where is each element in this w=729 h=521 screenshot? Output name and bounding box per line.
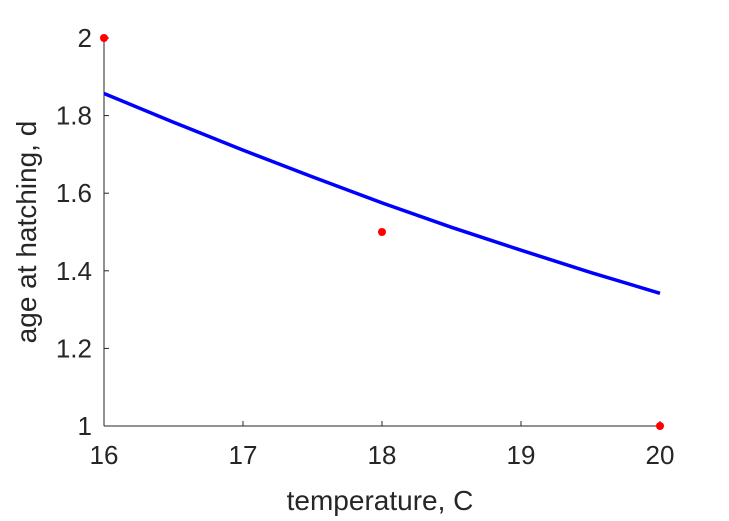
data-point	[656, 422, 664, 430]
y-tick-label: 1	[78, 411, 92, 441]
x-tick-label: 18	[368, 440, 397, 470]
y-tick-label: 2	[78, 23, 92, 53]
x-tick-label: 20	[646, 440, 675, 470]
y-tick-label: 1.8	[56, 101, 92, 131]
x-tick-label: 17	[229, 440, 258, 470]
data-point	[378, 228, 386, 236]
y-tick-label: 1.2	[56, 333, 92, 363]
data-point	[100, 34, 108, 42]
plot-area	[100, 34, 664, 430]
y-ticks: 1 1.2 1.4 1.6 1.8 2	[56, 23, 109, 441]
y-tick-label: 1.6	[56, 178, 92, 208]
x-axis-label: temperature, C	[287, 485, 474, 516]
x-tick-label: 16	[90, 440, 119, 470]
x-ticks: 16 17 18 19 20	[90, 421, 675, 470]
y-axis-label: age at hatching, d	[11, 121, 42, 344]
x-tick-label: 19	[507, 440, 536, 470]
series-line-0	[103, 91, 661, 295]
y-tick-label: 1.4	[56, 256, 92, 286]
